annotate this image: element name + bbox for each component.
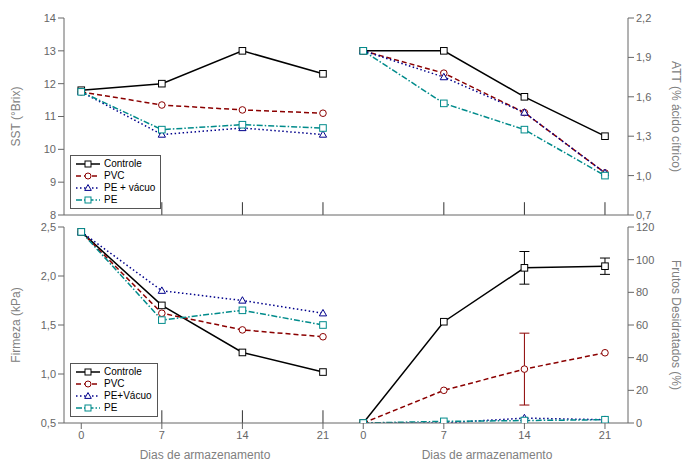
svg-text:60: 60	[636, 319, 648, 331]
svg-text:1,6: 1,6	[636, 91, 651, 103]
svg-text:20: 20	[636, 384, 648, 396]
svg-text:Dias de armazenamento: Dias de armazenamento	[140, 448, 271, 462]
html-text:PE + vácuo: PE + vácuo	[104, 182, 156, 193]
svg-text:14: 14	[518, 429, 530, 441]
svg-text:11: 11	[45, 110, 56, 122]
svg-text:21: 21	[599, 429, 611, 441]
svg-text:1,0: 1,0	[41, 368, 56, 380]
html-text:Controle: Controle	[104, 158, 142, 169]
svg-text:1,9: 1,9	[636, 51, 651, 63]
svg-text:80: 80	[636, 286, 648, 298]
svg-text:1,3: 1,3	[636, 130, 651, 142]
svg-text:12: 12	[44, 78, 56, 90]
svg-text:ATT (% ácido cítrico): ATT (% ácido cítrico)	[669, 61, 683, 172]
html-text:PVC: PVC	[104, 170, 125, 181]
svg-text:0: 0	[78, 429, 84, 441]
html-text:PVC: PVC	[104, 378, 125, 389]
svg-text:0: 0	[360, 429, 366, 441]
svg-text:1,5: 1,5	[41, 319, 56, 331]
html-text:PE+Vácuo: PE+Vácuo	[104, 390, 152, 401]
svg-text:8: 8	[50, 209, 56, 221]
html-text:PE: PE	[104, 402, 118, 413]
html-text:PE: PE	[104, 194, 118, 205]
html-text:Controle: Controle	[104, 366, 142, 377]
svg-text:7: 7	[159, 429, 165, 441]
svg-text:2,5: 2,5	[41, 223, 56, 233]
svg-text:2,2: 2,2	[636, 12, 651, 24]
svg-text:40: 40	[636, 352, 648, 364]
svg-text:7: 7	[441, 429, 447, 441]
svg-text:0,7: 0,7	[636, 209, 651, 221]
svg-text:Dias de armazenamento: Dias de armazenamento	[422, 448, 553, 462]
svg-text:10: 10	[44, 143, 56, 155]
svg-text:Firmeza (kPa): Firmeza (kPa)	[9, 287, 23, 362]
svg-text:0,5: 0,5	[41, 417, 56, 429]
svg-text:1,0: 1,0	[636, 170, 651, 182]
svg-text:Frutos Desidratados (%): Frutos Desidratados (%)	[669, 260, 683, 390]
svg-text:14: 14	[236, 429, 248, 441]
svg-text:2,0: 2,0	[41, 270, 56, 282]
svg-text:120: 120	[636, 223, 654, 233]
svg-text:13: 13	[44, 45, 56, 57]
svg-text:100: 100	[636, 254, 654, 266]
svg-text:0: 0	[636, 417, 642, 429]
svg-text:9: 9	[50, 176, 56, 188]
svg-text:SST (°Brix): SST (°Brix)	[9, 87, 23, 147]
svg-text:14: 14	[44, 12, 56, 24]
svg-text:21: 21	[317, 429, 329, 441]
